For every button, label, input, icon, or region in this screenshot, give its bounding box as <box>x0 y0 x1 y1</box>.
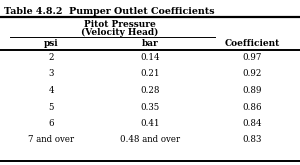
Text: 4: 4 <box>48 86 54 95</box>
Text: Table 4.8.2  Pumper Outlet Coefficients: Table 4.8.2 Pumper Outlet Coefficients <box>4 7 214 16</box>
Text: Coefficient: Coefficient <box>224 39 280 48</box>
Text: 0.48 and over: 0.48 and over <box>120 135 180 145</box>
Text: 7 and over: 7 and over <box>28 135 74 145</box>
Text: 0.14: 0.14 <box>140 53 160 62</box>
Text: (Velocity Head): (Velocity Head) <box>81 28 159 37</box>
Text: 0.86: 0.86 <box>242 102 262 112</box>
Text: 0.35: 0.35 <box>140 102 160 112</box>
Text: 0.92: 0.92 <box>242 69 262 79</box>
Text: psi: psi <box>44 39 58 48</box>
Text: 0.83: 0.83 <box>242 135 262 145</box>
Text: 0.84: 0.84 <box>242 119 262 128</box>
Text: 0.28: 0.28 <box>140 86 160 95</box>
Text: 0.97: 0.97 <box>242 53 262 62</box>
Text: 6: 6 <box>48 119 54 128</box>
Text: bar: bar <box>142 39 158 48</box>
Text: 0.21: 0.21 <box>140 69 160 79</box>
Text: 5: 5 <box>48 102 54 112</box>
Text: 3: 3 <box>48 69 54 79</box>
Text: 2: 2 <box>48 53 54 62</box>
Text: Pitot Pressure: Pitot Pressure <box>84 20 156 29</box>
Text: 0.89: 0.89 <box>242 86 262 95</box>
Text: 0.41: 0.41 <box>140 119 160 128</box>
